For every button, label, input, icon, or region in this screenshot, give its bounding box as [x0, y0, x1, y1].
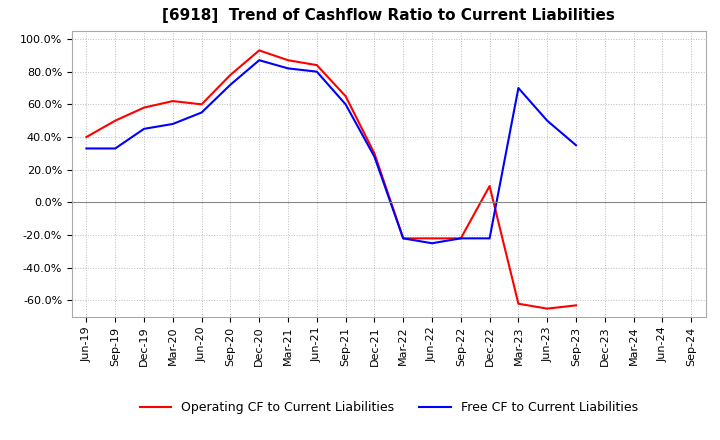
Free CF to Current Liabilities: [370, 154, 379, 159]
Operating CF to Current Liabilities: [284, 58, 292, 63]
Free CF to Current Liabilities: [485, 236, 494, 241]
Free CF to Current Liabilities: [543, 118, 552, 123]
Free CF to Current Liabilities: [399, 236, 408, 241]
Line: Operating CF to Current Liabilities: Operating CF to Current Liabilities: [86, 51, 576, 308]
Free CF to Current Liabilities: [341, 102, 350, 107]
Operating CF to Current Liabilities: [312, 62, 321, 68]
Operating CF to Current Liabilities: [197, 102, 206, 107]
Operating CF to Current Liabilities: [572, 303, 580, 308]
Operating CF to Current Liabilities: [399, 236, 408, 241]
Free CF to Current Liabilities: [456, 236, 465, 241]
Operating CF to Current Liabilities: [370, 151, 379, 156]
Free CF to Current Liabilities: [140, 126, 148, 132]
Free CF to Current Liabilities: [572, 143, 580, 148]
Operating CF to Current Liabilities: [82, 134, 91, 139]
Operating CF to Current Liabilities: [456, 236, 465, 241]
Operating CF to Current Liabilities: [514, 301, 523, 306]
Free CF to Current Liabilities: [284, 66, 292, 71]
Free CF to Current Liabilities: [428, 241, 436, 246]
Free CF to Current Liabilities: [255, 58, 264, 63]
Operating CF to Current Liabilities: [140, 105, 148, 110]
Free CF to Current Liabilities: [168, 121, 177, 127]
Operating CF to Current Liabilities: [428, 236, 436, 241]
Operating CF to Current Liabilities: [341, 94, 350, 99]
Free CF to Current Liabilities: [197, 110, 206, 115]
Free CF to Current Liabilities: [312, 69, 321, 74]
Operating CF to Current Liabilities: [543, 306, 552, 311]
Legend: Operating CF to Current Liabilities, Free CF to Current Liabilities: Operating CF to Current Liabilities, Fre…: [135, 396, 643, 419]
Operating CF to Current Liabilities: [111, 118, 120, 123]
Free CF to Current Liabilities: [82, 146, 91, 151]
Free CF to Current Liabilities: [514, 85, 523, 91]
Title: [6918]  Trend of Cashflow Ratio to Current Liabilities: [6918] Trend of Cashflow Ratio to Curren…: [163, 7, 615, 23]
Operating CF to Current Liabilities: [485, 183, 494, 189]
Free CF to Current Liabilities: [111, 146, 120, 151]
Operating CF to Current Liabilities: [168, 99, 177, 104]
Operating CF to Current Liabilities: [226, 72, 235, 77]
Free CF to Current Liabilities: [226, 82, 235, 88]
Line: Free CF to Current Liabilities: Free CF to Current Liabilities: [86, 60, 576, 243]
Operating CF to Current Liabilities: [255, 48, 264, 53]
